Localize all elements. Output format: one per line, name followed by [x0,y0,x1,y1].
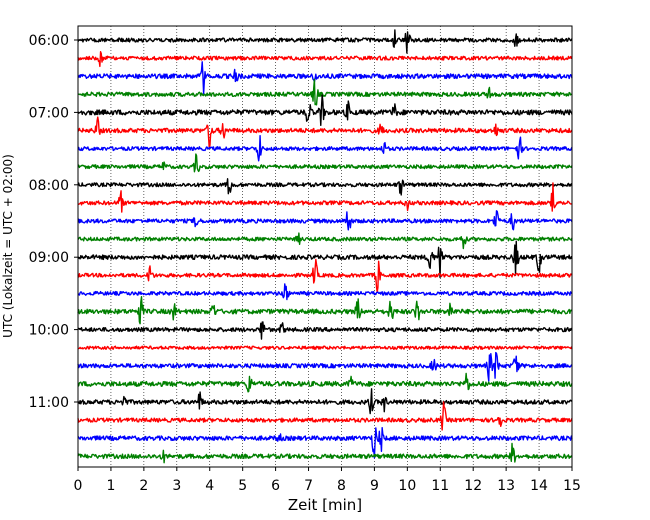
y-tick-label: 08:00 [29,178,69,194]
x-tick-label: 14 [530,478,548,494]
x-tick-label: 6 [271,478,280,494]
trace-line [77,351,573,382]
trace-line [77,426,573,459]
x-tick-label: 9 [370,478,379,494]
y-tick-label: 07:00 [29,105,69,121]
trace-line [77,283,573,301]
plot-frame [77,25,573,468]
x-tick-label: 2 [139,478,148,494]
trace-line [77,51,573,68]
trace-line [77,178,573,196]
y-tick-label: 10:00 [29,323,69,339]
trace-line [77,210,573,231]
trace-line [77,182,573,213]
trace-line [77,388,573,415]
x-tick-label: 3 [172,478,181,494]
trace-line [77,94,573,127]
trace-line [77,321,573,340]
trace-line [77,134,573,162]
trace-line [77,372,573,393]
trace-line [77,153,573,173]
x-tick-label: 15 [563,478,581,494]
x-tick-label: 10 [398,478,416,494]
trace-line [77,232,573,250]
x-tick-label: 11 [431,478,449,494]
trace-line [77,442,573,464]
x-axis-label: Zeit [min] [288,496,362,514]
x-tick-label: 0 [74,478,83,494]
trace-line [77,345,573,350]
x-tick-label: 5 [238,478,247,494]
trace-line [77,296,573,325]
trace-line [77,401,573,431]
y-axis-label: UTC (Lokalzeit = UTC + 02:00) [1,154,15,338]
x-tick-label: 4 [205,478,214,494]
trace-line [77,78,573,106]
x-tick-label: 12 [464,478,482,494]
trace-line [77,61,573,95]
y-tick-label: 06:00 [29,33,69,49]
x-axis-ticks: 0 1 2 3 4 5 6 7 8 9 10 11 12 13 14 15 [74,467,581,494]
x-tick-label: 13 [497,478,515,494]
x-tick-label: 8 [337,478,346,494]
y-tick-label: 09:00 [29,250,69,266]
x-tick-label: 1 [106,478,115,494]
trace-line [77,29,573,54]
y-tick-label: 11:00 [29,395,69,411]
trace-line [77,116,573,150]
trace-line [77,258,573,293]
trace-line [77,240,573,279]
x-tick-label: 7 [304,478,313,494]
y-axis-ticks: 06:00 07:00 08:00 09:00 10:00 11:00 [29,33,78,411]
trace-group [77,29,573,464]
